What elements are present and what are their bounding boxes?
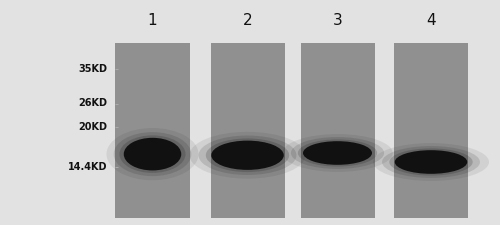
Ellipse shape bbox=[282, 134, 393, 172]
Ellipse shape bbox=[211, 141, 284, 170]
Ellipse shape bbox=[373, 143, 489, 181]
Ellipse shape bbox=[114, 132, 192, 176]
Ellipse shape bbox=[303, 141, 372, 165]
Bar bbox=[116, 43, 190, 218]
Ellipse shape bbox=[298, 140, 377, 166]
Ellipse shape bbox=[390, 148, 472, 176]
Text: 3: 3 bbox=[332, 13, 342, 28]
Ellipse shape bbox=[198, 135, 296, 175]
Text: 20KD: 20KD bbox=[78, 122, 108, 132]
Text: 35KD: 35KD bbox=[78, 64, 108, 74]
Ellipse shape bbox=[395, 150, 467, 174]
Ellipse shape bbox=[206, 138, 289, 172]
Ellipse shape bbox=[106, 128, 198, 180]
Bar bbox=[394, 43, 468, 218]
Ellipse shape bbox=[124, 138, 181, 171]
Ellipse shape bbox=[120, 135, 186, 173]
Bar bbox=[300, 43, 374, 218]
Text: 1: 1 bbox=[148, 13, 158, 28]
Ellipse shape bbox=[190, 132, 306, 179]
Text: 14.4KD: 14.4KD bbox=[68, 162, 108, 171]
Text: 2: 2 bbox=[242, 13, 252, 28]
Ellipse shape bbox=[291, 137, 384, 169]
Ellipse shape bbox=[382, 146, 480, 178]
Text: 4: 4 bbox=[426, 13, 436, 28]
Text: 26KD: 26KD bbox=[78, 99, 108, 108]
Bar bbox=[210, 43, 284, 218]
